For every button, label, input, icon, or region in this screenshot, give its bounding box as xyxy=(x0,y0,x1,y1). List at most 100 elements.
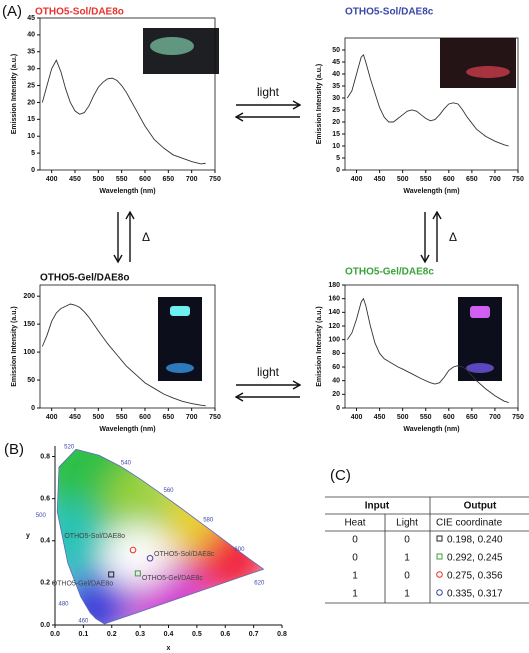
panel-label: (B) xyxy=(4,441,24,458)
cie-outline xyxy=(56,448,265,625)
x-tick-label: 600 xyxy=(443,176,455,183)
table-header: Input xyxy=(365,501,390,512)
y-tick-label: 120 xyxy=(328,323,340,330)
wavelength-label: 600 xyxy=(234,547,245,553)
y-axis-label: Emission Intensity (a.u.) xyxy=(11,306,18,387)
chart-title: OTHO5-Gel/DAE8o xyxy=(40,273,129,284)
y-tick-label: 160 xyxy=(328,296,340,303)
x-tick-label: 600 xyxy=(139,414,151,421)
x-tick-label: 0.6 xyxy=(220,631,230,638)
x-tick-label: 0.5 xyxy=(192,631,202,638)
wavelength-label: 540 xyxy=(121,460,132,466)
arrow-label: Δ xyxy=(449,230,457,244)
y-axis-label: Emission Intensity (a.u.) xyxy=(316,64,323,145)
spectrum-line xyxy=(346,53,509,147)
x-tick-label: 0.2 xyxy=(107,631,117,638)
y-tick-label: 10 xyxy=(27,133,35,140)
y-tick-label: 0.6 xyxy=(40,495,50,502)
table-header: CIE coordinate xyxy=(436,518,503,529)
x-tick-label: 500 xyxy=(92,414,104,421)
plot-frame xyxy=(344,37,519,171)
x-tick-label: 500 xyxy=(397,176,409,183)
y-tick-label: 40 xyxy=(332,378,340,385)
point-label: OTHO5-Gel/DAE8c xyxy=(142,575,204,582)
y-tick-label: 45 xyxy=(332,59,340,66)
x-tick-label: 650 xyxy=(466,176,478,183)
table-header: Heat xyxy=(344,518,365,529)
wavelength-label: 580 xyxy=(203,517,214,523)
spectrum-line xyxy=(41,303,206,407)
y-tick-label: 35 xyxy=(332,83,340,90)
arrow-label: light xyxy=(257,85,280,99)
x-tick-label: 650 xyxy=(162,414,174,421)
x-axis-label: Wavelength (nm) xyxy=(403,426,459,433)
cie-point xyxy=(134,570,141,577)
x-tick-label: 400 xyxy=(351,176,363,183)
cie-point xyxy=(129,546,137,554)
point-label: OTHO5-Sol/DAE8o xyxy=(64,533,125,540)
plot-frame xyxy=(39,17,216,171)
x-tick-label: 450 xyxy=(374,176,386,183)
x-tick-label: 550 xyxy=(420,414,432,421)
table-cell: 0 xyxy=(404,571,410,582)
y-tick-label: 15 xyxy=(27,116,35,123)
x-tick-label: 400 xyxy=(46,176,58,183)
photo-glow xyxy=(470,306,490,318)
photo-glow xyxy=(466,363,494,373)
y-tick-label: 0 xyxy=(31,167,35,174)
panel-label: (C) xyxy=(330,467,351,484)
x-tick-label: 0.0 xyxy=(50,631,60,638)
x-tick-label: 700 xyxy=(186,414,198,421)
y-tick-label: 20 xyxy=(27,99,35,106)
photo-glow xyxy=(166,363,194,373)
x-axis-label: Wavelength (nm) xyxy=(99,426,155,433)
y-tick-label: 20 xyxy=(332,391,340,398)
cie-color xyxy=(110,525,171,586)
y-tick-label: 0.2 xyxy=(40,580,50,587)
wavelength-label: 560 xyxy=(163,488,174,494)
y-tick-label: 40 xyxy=(27,32,35,39)
y-tick-label: 150 xyxy=(23,321,35,328)
cie-point xyxy=(108,571,115,578)
y-tick-label: 0 xyxy=(31,405,35,412)
table-cell: 0.335, 0.317 xyxy=(447,589,503,600)
spectrum-line xyxy=(346,297,509,403)
y-axis-label: y xyxy=(26,532,30,539)
x-tick-label: 550 xyxy=(116,414,128,421)
arrow-label: Δ xyxy=(142,230,150,244)
table-cell: 1 xyxy=(404,589,410,600)
y-tick-label: 0.4 xyxy=(40,538,50,545)
table-cell: 0.275, 0.356 xyxy=(447,571,503,582)
wavelength-label: 480 xyxy=(59,602,70,608)
y-tick-label: 0.0 xyxy=(40,622,50,629)
y-tick-label: 140 xyxy=(328,309,340,316)
x-tick-label: 750 xyxy=(512,414,524,421)
y-tick-label: 25 xyxy=(27,82,35,89)
x-tick-label: 500 xyxy=(397,414,409,421)
x-tick-label: 750 xyxy=(209,414,221,421)
table-cell: 1 xyxy=(352,589,358,600)
x-tick-label: 400 xyxy=(46,414,58,421)
arrow-label: light xyxy=(257,365,280,379)
table-cell: 1 xyxy=(404,553,410,564)
x-tick-label: 400 xyxy=(351,414,363,421)
x-axis-label: x xyxy=(167,645,171,652)
cie-color xyxy=(57,500,107,581)
table-cell: 0 xyxy=(352,535,358,546)
panel-label: (A) xyxy=(2,3,22,20)
wavelength-label: 500 xyxy=(36,513,47,519)
chart-title: OTHO5-Sol/DAE8c xyxy=(345,7,434,18)
plot-frame xyxy=(344,284,519,409)
table-cell: 0 xyxy=(352,553,358,564)
x-tick-label: 700 xyxy=(489,414,501,421)
table-body: 0 0 0.198, 0.240 0 1 0.292, 0.245 1 0 0.275, 0.3… xyxy=(352,535,503,600)
x-tick-label: 0.3 xyxy=(135,631,145,638)
table-cell: 0 xyxy=(404,535,410,546)
wavelength-label: 620 xyxy=(254,580,265,586)
y-tick-label: 35 xyxy=(27,49,35,56)
x-tick-label: 450 xyxy=(69,414,81,421)
y-tick-label: 100 xyxy=(328,337,340,344)
y-tick-label: 25 xyxy=(332,107,340,114)
x-tick-label: 650 xyxy=(466,414,478,421)
